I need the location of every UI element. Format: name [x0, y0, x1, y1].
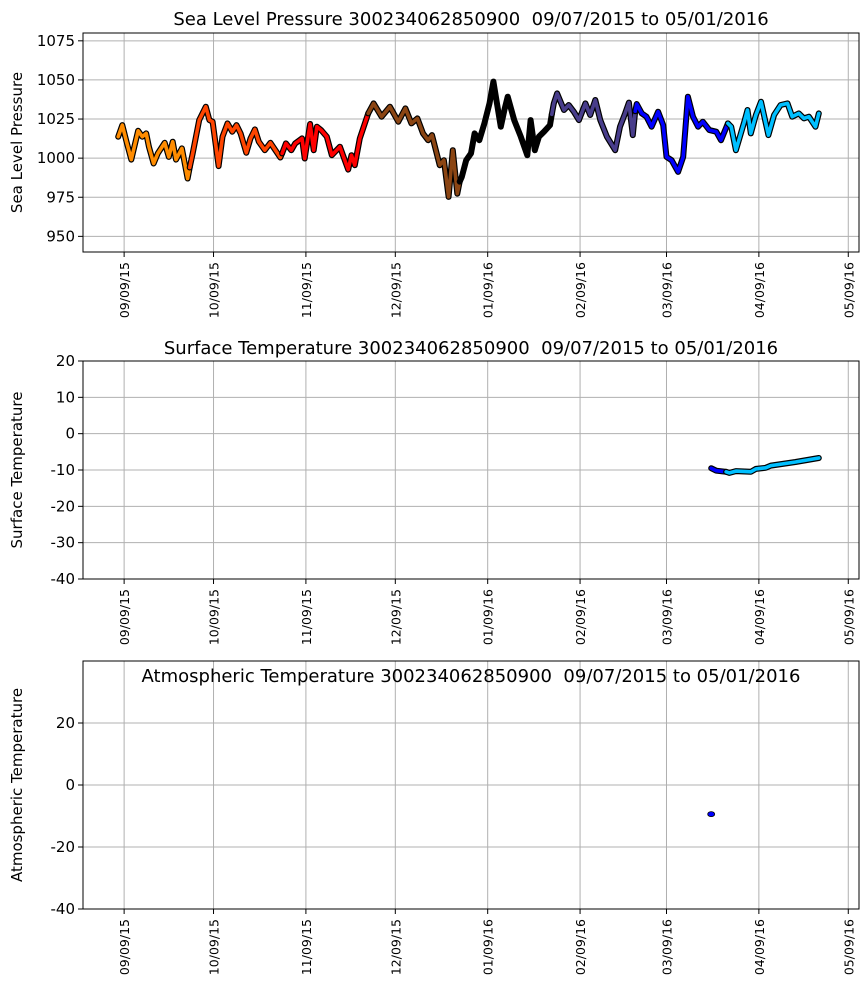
y-tick-label: -30	[51, 534, 76, 552]
y-tick-label: 975	[46, 188, 75, 206]
subplot-3: -40 -20 0 20 09/09/15 10/09/15 11/09/15 12/09/1…	[8, 660, 860, 975]
y-tick-label: 1050	[37, 71, 75, 89]
x-tick-label: 10/09/15	[207, 589, 222, 645]
y-axis-label: Sea Level Pressure	[8, 72, 26, 213]
y-tick-label: -10	[51, 461, 76, 479]
x-tick-label: 04/09/16	[752, 589, 767, 645]
axes-frame	[82, 32, 860, 253]
series-line-feb-2016	[549, 91, 638, 152]
x-tick-label: 01/09/16	[481, 919, 496, 975]
y-tick-label: 0	[65, 425, 75, 443]
series-line-apr-2016	[724, 456, 821, 475]
series-line-dec-2015	[366, 101, 462, 199]
subplot-2: -40 -30 -20 -10 0 10 20 09/09/15 10/09/15 11/09/1…	[8, 338, 860, 645]
chart-title: Surface Temperature 300234062850900 09/0…	[164, 338, 778, 359]
x-tick-label: 02/09/16	[573, 919, 588, 975]
series-line-jan-2016	[457, 79, 554, 184]
chart-title: Atmospheric Temperature 300234062850900 …	[142, 666, 801, 687]
x-tick-label: 04/09/16	[752, 919, 767, 975]
y-tick-label: 1000	[37, 149, 75, 167]
x-tick-label: 12/09/15	[388, 589, 403, 645]
x-tick-label: 11/09/15	[299, 262, 314, 318]
y-axis-label: Surface Temperature	[8, 392, 26, 549]
x-tick-label: 11/09/15	[299, 919, 314, 975]
series-line-sep-2015	[116, 123, 192, 181]
x-tick-label: 05/09/16	[841, 589, 856, 645]
y-axis-label: Atmospheric Temperature	[8, 688, 26, 882]
axes-frame	[82, 660, 860, 910]
axes-frame	[82, 360, 860, 580]
subplot-1: 950 975 1000 1025 1050 1075 09/09/15 10/09/15 11…	[8, 9, 860, 318]
y-tick-label: 20	[56, 714, 75, 732]
chart-title: Sea Level Pressure 300234062850900 09/07…	[173, 9, 768, 30]
x-tick-label: 09/09/15	[117, 262, 132, 318]
y-tick-label: 950	[46, 227, 75, 245]
x-tick-label: 01/09/16	[481, 262, 496, 318]
y-tick-label: 20	[56, 352, 75, 370]
series-line-mar-2016	[709, 466, 728, 474]
x-tick-label: 09/09/15	[117, 589, 132, 645]
x-tick-label: 03/09/16	[659, 262, 674, 318]
y-tick-label: 10	[56, 388, 75, 406]
x-tick-label: 09/09/15	[117, 919, 132, 975]
x-tick-label: 11/09/15	[299, 589, 314, 645]
series-line-apr-2016	[726, 99, 821, 152]
x-tick-label: 02/09/16	[573, 589, 588, 645]
series-line-nov-2015	[280, 111, 371, 172]
x-tick-label: 10/09/15	[207, 919, 222, 975]
y-tick-label: 1025	[37, 110, 75, 128]
x-tick-label: 01/09/16	[481, 589, 496, 645]
series-outline-jan-2016	[456, 78, 555, 185]
x-tick-label: 05/09/16	[841, 262, 856, 318]
x-tick-label: 03/09/16	[659, 919, 674, 975]
x-tick-label: 05/09/16	[841, 919, 856, 975]
x-tick-label: 10/09/15	[207, 262, 222, 318]
x-tick-label: 04/09/16	[752, 262, 767, 318]
y-tick-label: 0	[65, 776, 75, 794]
y-tick-label: -40	[51, 900, 76, 918]
y-tick-label: 1075	[37, 32, 75, 50]
x-tick-label: 12/09/15	[388, 919, 403, 975]
y-tick-label: -20	[51, 838, 76, 856]
series-line-mar-2016	[633, 94, 730, 174]
x-tick-label: 12/09/15	[388, 262, 403, 318]
series-line-oct-2015	[187, 104, 284, 170]
y-tick-label: -20	[51, 497, 76, 515]
data-point-mar-2016	[707, 811, 716, 818]
y-tick-label: -40	[51, 570, 76, 588]
x-tick-label: 02/09/16	[573, 262, 588, 318]
x-tick-label: 03/09/16	[659, 589, 674, 645]
